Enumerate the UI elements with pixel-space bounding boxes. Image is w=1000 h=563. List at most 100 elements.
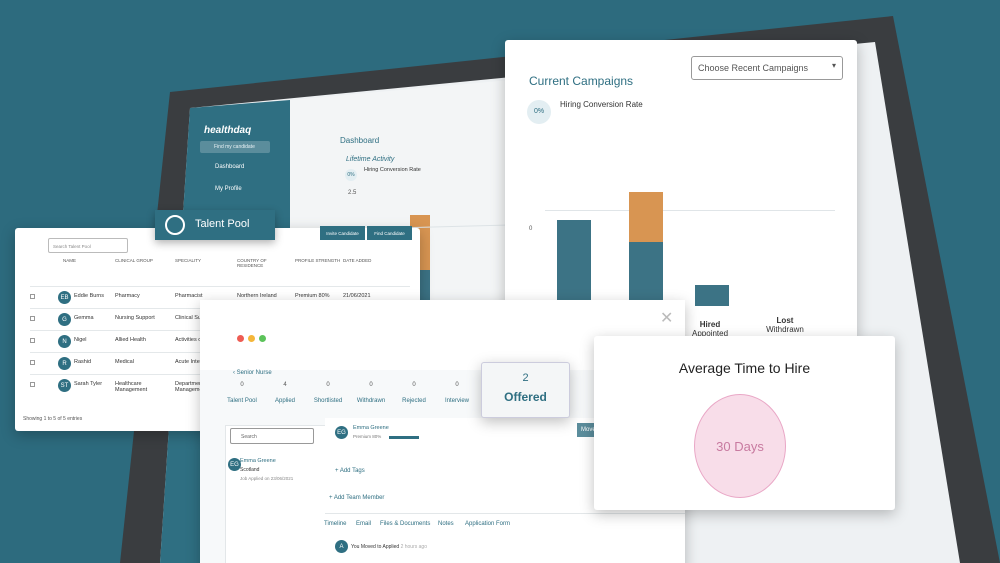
dropdown-text: Choose Recent Campaigns: [698, 63, 809, 73]
table-cell: Rashid: [74, 359, 92, 365]
row-checkbox: [30, 316, 35, 321]
tab: Files & Documents: [380, 521, 431, 527]
column-header: PROFILE STRENGTH: [295, 258, 341, 263]
table-footer: Showing 1 to 5 of 5 entries: [23, 416, 83, 422]
section-title: Lifetime Activity: [346, 156, 395, 163]
label-top: Hired: [699, 320, 721, 329]
row-checkbox: [30, 382, 35, 387]
stage-label: Hired Appointed: [685, 320, 735, 338]
table-cell: Nursing Support: [115, 315, 155, 321]
bar-shape: [629, 242, 663, 306]
nav-item[interactable]: My Profile: [215, 186, 242, 192]
table-cell: Pharmacist: [175, 293, 203, 299]
campaign-dropdown[interactable]: Choose Recent Campaigns ▾: [691, 56, 843, 80]
activity-text: You Moved to Applied 2 hours ago: [351, 544, 427, 550]
stage: 4 Applied: [263, 382, 307, 404]
stage-count: 0: [240, 382, 244, 388]
offered-label: Offered: [504, 390, 547, 404]
divider: [325, 513, 685, 514]
table-cell: Medical: [115, 359, 134, 365]
button[interactable]: Invite Candidate: [320, 226, 365, 240]
candidate-location: Scotland: [240, 467, 260, 473]
row-checkbox: [30, 294, 35, 299]
avg-time-panel: Average Time to Hire 30 Days: [594, 336, 895, 510]
table-cell: Pharmacy: [115, 293, 140, 299]
dropdown-caret: ▾: [831, 61, 836, 70]
offered-count: 2: [522, 372, 529, 384]
activity-time: 2 hours ago: [400, 544, 427, 550]
window-dot: [248, 335, 255, 342]
label-bottom: Appointed: [691, 329, 729, 338]
strength-bar: [389, 436, 419, 439]
search-input[interactable]: Search Talent Pool: [48, 238, 128, 253]
stage: 0 Rejected: [392, 382, 436, 404]
search-input[interactable]: Search: [230, 428, 314, 444]
campaigns-panel: Current Campaigns Choose Recent Campaign…: [505, 40, 857, 340]
tab-title: Talent Pool: [195, 218, 250, 230]
row-checkbox: [30, 338, 35, 343]
column-header: CLINICAL GROUP: [115, 258, 153, 263]
avatar: EG: [228, 458, 241, 471]
stage-label: Applied: [274, 398, 295, 404]
profile-strength: Premium 80%: [353, 434, 382, 439]
table-cell: Gemma: [74, 315, 94, 321]
applied-date: Job Applied on 23/06/2021: [240, 476, 294, 481]
add-team[interactable]: + Add Team Member: [329, 495, 385, 501]
talent-pool-tab: Talent Pool: [155, 210, 275, 240]
table-row: EB Eddie Burns Pharmacy Pharmacist Northern …: [30, 286, 410, 308]
table-cell: Northern Ireland: [237, 293, 277, 299]
window-dot: [259, 335, 266, 342]
avatar: N: [58, 335, 71, 348]
avg-time-circle: 30 Days: [694, 394, 786, 498]
column-header: SPECIALITY: [175, 258, 202, 263]
nav-item[interactable]: Dashboard: [215, 164, 245, 170]
axis-label: 2.5: [348, 190, 357, 196]
stage: 0 Withdrawn: [349, 382, 393, 404]
activity-desc: You Moved to Applied: [351, 544, 400, 550]
button[interactable]: Find Candidate: [367, 226, 412, 240]
stage-label: Rejected: [402, 398, 426, 404]
panel-title: Current Campaigns: [529, 74, 634, 88]
column-header: DATE ADDED: [343, 258, 372, 263]
stage-count: 0: [369, 382, 373, 388]
stage-label: Talent Pool: [227, 398, 257, 404]
avatar: EB: [58, 291, 71, 304]
stage-count: 4: [283, 382, 287, 388]
logo: healthdaq: [204, 125, 252, 136]
add-team-text: Add Team Member: [333, 495, 385, 501]
tab: Timeline: [324, 521, 347, 527]
rate-label: Hiring Conversion Rate: [364, 167, 421, 173]
dashboard-title: Dashboard: [340, 136, 380, 145]
candidate-list: Search EG Emma Greene Scotland Job Appli…: [225, 425, 330, 563]
avatar: ST: [58, 379, 71, 392]
label-bottom: Withdrawn: [766, 325, 804, 334]
close-icon[interactable]: ✕: [660, 310, 674, 327]
avatar: G: [58, 313, 71, 326]
stage-count: 0: [455, 382, 459, 388]
stage-label: Withdrawn: [356, 398, 386, 404]
tab: Application Form: [465, 521, 511, 527]
offered-popup[interactable]: 2 Offered: [481, 362, 570, 418]
axis-label: 0: [529, 226, 533, 232]
stage: 0 Talent Pool: [220, 382, 264, 404]
column-header: NAME: [63, 258, 77, 263]
tab: Notes: [438, 521, 454, 527]
label-top: Lost: [776, 316, 794, 325]
avatar: R: [58, 357, 71, 370]
table-cell: Healthcare Management: [115, 381, 148, 393]
stage: 0 Shortlisted: [306, 382, 350, 404]
grid-shape: [545, 210, 835, 211]
tab-icon: [165, 215, 185, 235]
back-link[interactable]: ‹ Senior Nurse: [233, 370, 272, 376]
rate-badge: 0%: [345, 169, 357, 181]
sidebar-search[interactable]: Find my candidate: [200, 141, 270, 153]
bar-shape: [557, 220, 591, 306]
column-header: COUNTRY OF RESIDENCE: [237, 258, 267, 268]
stage-label: Shortlisted: [313, 398, 343, 404]
avatar: A: [335, 540, 348, 553]
rate-badge: 0%: [527, 100, 551, 124]
table-cell: Sarah Tyler: [74, 381, 103, 387]
table-cell: Department Management: [175, 381, 208, 393]
add-tags[interactable]: + Add Tags: [335, 468, 365, 474]
